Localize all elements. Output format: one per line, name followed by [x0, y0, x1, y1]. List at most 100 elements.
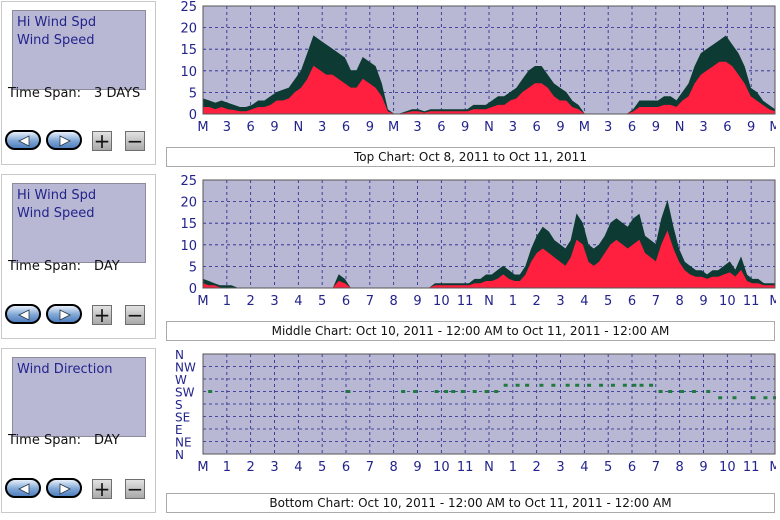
direction-point [434, 390, 439, 393]
zoom-in-button[interactable]: + [92, 303, 112, 327]
back-button[interactable] [5, 478, 41, 498]
direction-point [503, 383, 508, 387]
chart-caption: Top Chart: Oct 8, 2011 to Oct 11, 2011 [166, 147, 775, 167]
time-span-row: Time Span: DAY [8, 259, 120, 274]
time-span-row: Time Span: DAY [8, 433, 120, 448]
time-span-row: Time Span: 3 DAYS [8, 86, 140, 101]
x-tick-label: 10 [719, 460, 736, 475]
x-tick-label: 3 [699, 120, 707, 135]
x-tick-label: 5 [318, 294, 326, 309]
x-tick-label: 9 [366, 120, 374, 135]
x-tick-label: 8 [676, 294, 684, 309]
x-tick-label: 8 [390, 294, 398, 309]
zoom-in-button[interactable]: + [92, 129, 112, 153]
x-tick-label: N [484, 460, 494, 475]
time-span-label: Time Span: [8, 86, 82, 101]
forward-button[interactable] [46, 130, 82, 150]
x-tick-label: 11 [457, 294, 474, 309]
back-button[interactable] [5, 304, 41, 324]
forward-button[interactable] [46, 478, 82, 498]
x-tick-label: 3 [556, 294, 564, 309]
time-span-value[interactable]: 3 DAYS [94, 86, 141, 101]
forward-button[interactable] [46, 304, 82, 324]
y-tick-label: N [175, 448, 184, 462]
x-tick-label: 6 [723, 120, 731, 135]
direction-point [208, 390, 213, 393]
x-tick-label: 6 [437, 120, 445, 135]
x-tick-label: 1 [509, 294, 517, 309]
x-tick-label: 10 [719, 294, 736, 309]
x-tick-label: 6 [533, 120, 541, 135]
y-tick-label: 10 [180, 65, 197, 80]
x-tick-label: 3 [604, 120, 612, 135]
y-tick-label: 0 [189, 282, 197, 297]
x-tick-label: 8 [390, 460, 398, 475]
x-tick-label: 4 [294, 294, 302, 309]
direction-point [587, 383, 592, 387]
direction-point [599, 383, 604, 387]
x-tick-label: N [293, 120, 303, 135]
time-span-value[interactable]: DAY [94, 433, 120, 448]
direction-point [649, 383, 654, 387]
right-triangle-icon [59, 309, 71, 321]
y-tick-label: 5 [189, 260, 197, 275]
direction-point [525, 383, 530, 387]
direction-point [539, 383, 544, 387]
x-tick-label: 1 [223, 460, 231, 475]
direction-point [413, 390, 418, 393]
x-tick-label: 9 [270, 120, 278, 135]
x-tick-label: N [484, 120, 494, 135]
x-tick-label: 3 [509, 120, 517, 135]
x-tick-label: 3 [318, 120, 326, 135]
y-tick-label: 25 [180, 174, 197, 189]
legend-item: Wind Direction [17, 362, 113, 377]
x-tick-label: 9 [413, 294, 421, 309]
zoom-out-button[interactable]: − [125, 477, 145, 501]
wind-speed-series [202, 61, 776, 115]
x-tick-label: 4 [294, 460, 302, 475]
x-tick-label: 6 [342, 120, 350, 135]
x-tick-label: 9 [413, 460, 421, 475]
direction-point [668, 390, 673, 393]
x-tick-label: 3 [223, 120, 231, 135]
x-tick-label: M [197, 460, 208, 475]
x-tick-label: 2 [247, 460, 255, 475]
time-span-value[interactable]: DAY [94, 259, 120, 274]
zoom-in-button[interactable]: + [92, 477, 112, 501]
y-tick-label: E [175, 423, 183, 437]
direction-point [346, 390, 351, 393]
time-span-label: Time Span: [8, 259, 82, 274]
y-tick-label: 25 [180, 0, 197, 15]
x-tick-label: 6 [342, 294, 350, 309]
chart-caption: Middle Chart: Oct 10, 2011 - 12:00 AM to… [166, 321, 775, 341]
x-tick-label: 11 [743, 294, 760, 309]
y-tick-label: 20 [180, 22, 197, 37]
x-tick-label: 11 [743, 460, 760, 475]
zoom-out-button[interactable]: − [125, 303, 145, 327]
x-tick-label: 1 [509, 460, 517, 475]
x-tick-label: 2 [533, 294, 541, 309]
legend-item: Wind Speed [17, 206, 95, 221]
direction-point [451, 390, 456, 393]
direction-point [706, 390, 711, 393]
plot-border [202, 353, 776, 455]
direction-point [658, 390, 663, 393]
x-tick-label: M [197, 294, 208, 309]
direction-point [718, 396, 723, 400]
x-tick-label: M [769, 120, 776, 135]
x-tick-label: 1 [223, 294, 231, 309]
direction-point [515, 383, 520, 387]
x-tick-label: 7 [366, 294, 374, 309]
x-tick-label: N [675, 120, 685, 135]
right-triangle-icon [59, 483, 71, 495]
x-tick-label: M [579, 120, 590, 135]
x-tick-label: 9 [699, 294, 707, 309]
y-tick-label: 15 [180, 43, 197, 58]
y-tick-label: NW [175, 361, 196, 375]
zoom-out-button[interactable]: − [125, 129, 145, 153]
x-tick-label: 9 [461, 120, 469, 135]
back-button[interactable] [5, 130, 41, 150]
